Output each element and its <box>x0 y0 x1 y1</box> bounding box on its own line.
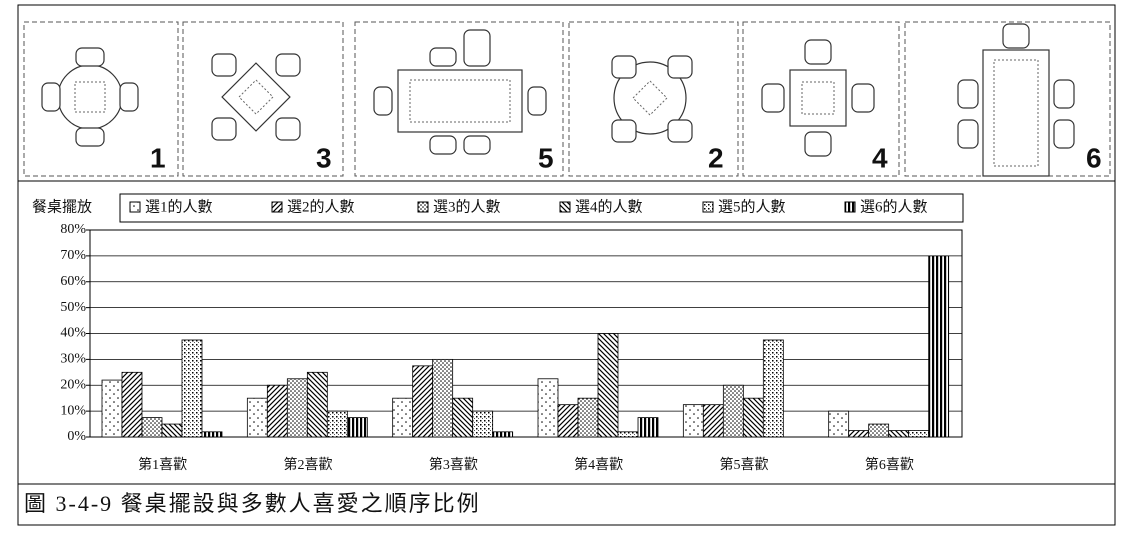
bar <box>557 404 579 438</box>
x-tick-label: 第3喜歡 <box>429 456 478 473</box>
caption: 圖 3-4-9 餐桌擺設與多數人喜愛之順序比例 <box>24 491 481 516</box>
figure-label: 5 <box>538 142 554 173</box>
y-tick-label: 60% <box>60 274 86 289</box>
bar <box>246 397 268 438</box>
bar <box>848 430 870 438</box>
y-tick-label: 80% <box>60 222 86 237</box>
bar <box>201 431 223 438</box>
legend-swatch <box>417 201 429 213</box>
bar <box>326 410 348 438</box>
bar <box>682 404 704 438</box>
legend-label: 選3的人數 <box>433 198 501 215</box>
x-tick-label: 第1喜歡 <box>138 456 187 473</box>
frame <box>17 4 1116 526</box>
x-tick-label: 第6喜歡 <box>865 456 914 473</box>
y-tick-label: 40% <box>60 326 86 341</box>
bar <box>597 333 619 438</box>
x-tick-label: 第5喜歡 <box>720 456 769 473</box>
figure-label: 4 <box>872 142 888 173</box>
x-tick-label: 第4喜歡 <box>574 456 623 473</box>
layout-images <box>23 21 1111 177</box>
bar <box>702 404 724 438</box>
legend-box <box>119 193 964 223</box>
bar <box>412 365 434 438</box>
bar <box>908 430 930 438</box>
legend-swatch <box>844 201 856 213</box>
legend-label: 選4的人數 <box>575 198 643 215</box>
legend-swatch <box>271 201 283 213</box>
bar <box>286 378 308 438</box>
bar <box>868 423 890 438</box>
bar <box>537 378 559 438</box>
bar <box>722 384 744 438</box>
bar <box>181 339 203 438</box>
bar <box>121 371 143 438</box>
bar <box>888 430 910 438</box>
bar <box>472 410 494 438</box>
legend-title: 餐桌擺放 <box>32 198 92 215</box>
bar <box>432 358 454 438</box>
bar <box>141 417 163 438</box>
y-tick-label: 50% <box>60 300 86 315</box>
bar <box>161 423 183 438</box>
y-tick-label: 70% <box>60 248 86 263</box>
bar <box>762 339 784 438</box>
legend-label: 選5的人數 <box>718 198 786 215</box>
legend-swatch <box>559 201 571 213</box>
figure-label: 2 <box>708 142 724 173</box>
bar <box>452 397 474 438</box>
bar <box>392 397 414 438</box>
legend-label: 選6的人數 <box>860 198 928 215</box>
y-tick-label: 10% <box>60 403 86 418</box>
figure-label: 3 <box>316 142 332 173</box>
legend-swatch <box>129 201 141 213</box>
bar <box>742 397 764 438</box>
figure-label: 1 <box>150 142 166 173</box>
legend-label: 選2的人數 <box>287 198 355 215</box>
bar <box>617 431 639 438</box>
figure-label: 6 <box>1086 142 1102 173</box>
bar <box>637 417 659 438</box>
bar <box>828 410 850 438</box>
bar <box>306 371 328 438</box>
y-tick-label: 20% <box>60 377 86 392</box>
y-tick-label: 30% <box>60 352 86 367</box>
y-tick-label: 0% <box>67 429 86 444</box>
bar <box>577 397 599 438</box>
bar <box>492 431 514 438</box>
legend-label: 選1的人數 <box>145 198 213 215</box>
bar <box>266 384 288 438</box>
bar <box>101 379 123 438</box>
legend-swatch <box>702 201 714 213</box>
x-tick-label: 第2喜歡 <box>284 456 333 473</box>
bar <box>346 417 368 438</box>
bar <box>928 255 950 438</box>
